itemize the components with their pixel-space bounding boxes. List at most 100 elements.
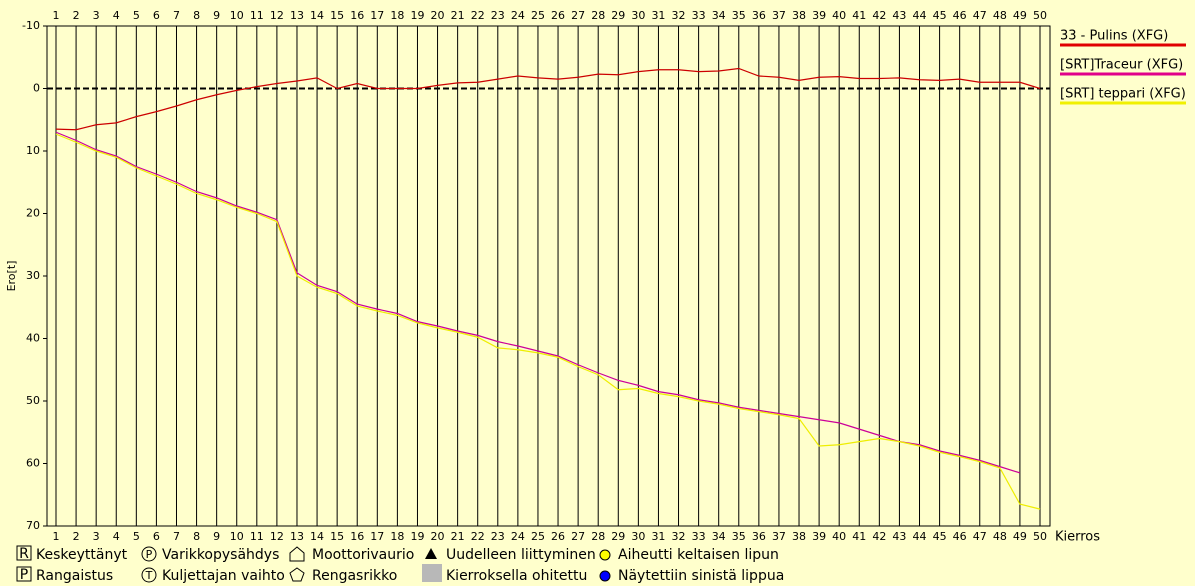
symbol-legend-label: Varikkopysähdys bbox=[162, 547, 279, 563]
y-tick-label: 20 bbox=[26, 207, 40, 220]
x-tick-label: 19 bbox=[410, 9, 424, 22]
x-tick-label: 34 bbox=[712, 9, 726, 22]
x-tick-label: 40 bbox=[832, 9, 846, 22]
y-tick-label: 60 bbox=[26, 457, 40, 470]
x-tick-label: 3 bbox=[93, 9, 100, 22]
x-tick-label: 13 bbox=[290, 9, 304, 22]
x-tick-label: 48 bbox=[993, 9, 1007, 22]
x-tick-label: 30 bbox=[631, 9, 645, 22]
x-tick-label: 33 bbox=[692, 530, 706, 543]
x-tick-label: 9 bbox=[213, 9, 220, 22]
x-tick-label: 43 bbox=[892, 9, 906, 22]
x-tick-label: 38 bbox=[792, 530, 806, 543]
x-tick-label: 16 bbox=[350, 9, 364, 22]
legend-label: [SRT] teppari (XFG) bbox=[1060, 87, 1186, 102]
x-tick-label: 5 bbox=[133, 9, 140, 22]
symbol-legend-label: Aiheutti keltaisen lipun bbox=[618, 547, 779, 563]
x-tick-label: 13 bbox=[290, 530, 304, 543]
x-tick-label: 27 bbox=[571, 9, 585, 22]
legend-label: [SRT]Traceur (XFG) bbox=[1060, 58, 1183, 73]
x-tick-label: 20 bbox=[431, 530, 445, 543]
x-tick-label: 35 bbox=[732, 9, 746, 22]
x-tick-label: 4 bbox=[113, 530, 120, 543]
x-tick-label: 37 bbox=[772, 9, 786, 22]
symbol-legend-label: Uudelleen liittyminen bbox=[446, 547, 596, 563]
svg-text:P: P bbox=[20, 567, 28, 583]
symbol-legend-label: Rengasrikko bbox=[312, 568, 397, 584]
x-tick-label: 8 bbox=[193, 9, 200, 22]
x-tick-label: 9 bbox=[213, 530, 220, 543]
x-tick-label: 20 bbox=[431, 9, 445, 22]
x-tick-label: 49 bbox=[1013, 9, 1027, 22]
x-tick-label: 31 bbox=[651, 9, 665, 22]
x-tick-label: 45 bbox=[933, 9, 947, 22]
x-tick-label: 2 bbox=[73, 9, 80, 22]
x-tick-label: 15 bbox=[330, 9, 344, 22]
symbol-icons: R P P T bbox=[16, 545, 611, 583]
symbol-legend-label: Rangaistus bbox=[36, 568, 113, 584]
x-tick-label: 36 bbox=[752, 9, 766, 22]
x-axis-label: Kierros bbox=[1055, 530, 1100, 545]
x-tick-label: 5 bbox=[133, 530, 140, 543]
x-tick-label: 42 bbox=[872, 9, 886, 22]
x-tick-label: 16 bbox=[350, 530, 364, 543]
x-tick-label: 14 bbox=[310, 530, 324, 543]
x-tick-label: 7 bbox=[173, 530, 180, 543]
x-tick-label: 42 bbox=[872, 530, 886, 543]
x-tick-label: 24 bbox=[511, 530, 525, 543]
y-tick-label: 70 bbox=[26, 519, 40, 532]
symbol-legend-label: Kuljettajan vaihto bbox=[162, 568, 285, 584]
x-tick-label: 19 bbox=[410, 530, 424, 543]
x-tick-label: 10 bbox=[230, 530, 244, 543]
x-tick-label: 17 bbox=[370, 9, 384, 22]
x-tick-label: 39 bbox=[812, 530, 826, 543]
x-tick-label: 29 bbox=[611, 530, 625, 543]
svg-text:T: T bbox=[145, 569, 153, 582]
x-tick-label: 26 bbox=[551, 9, 565, 22]
y-tick-label: 10 bbox=[26, 144, 40, 157]
x-tick-label: 28 bbox=[591, 9, 605, 22]
x-tick-label: 1 bbox=[53, 530, 60, 543]
x-tick-label: 12 bbox=[270, 530, 284, 543]
x-tick-label: 23 bbox=[491, 9, 505, 22]
x-tick-label: 29 bbox=[611, 9, 625, 22]
y-axis-label: Ero[t] bbox=[5, 261, 18, 292]
x-tick-label: 21 bbox=[451, 530, 465, 543]
x-tick-label: 39 bbox=[812, 9, 826, 22]
x-tick-label: 41 bbox=[852, 9, 866, 22]
legend-label: 33 - Pulins (XFG) bbox=[1060, 29, 1168, 44]
x-tick-label: 7 bbox=[173, 9, 180, 22]
x-tick-label: 6 bbox=[153, 530, 160, 543]
x-tick-label: 48 bbox=[993, 530, 1007, 543]
y-tick-label: 30 bbox=[26, 269, 40, 282]
x-tick-label: 50 bbox=[1033, 530, 1047, 543]
x-tick-label: 44 bbox=[913, 530, 927, 543]
x-tick-label: 18 bbox=[390, 9, 404, 22]
svg-text:R: R bbox=[19, 546, 29, 562]
x-tick-label: 23 bbox=[491, 530, 505, 543]
x-tick-label: 44 bbox=[913, 9, 927, 22]
x-tick-label: 32 bbox=[672, 9, 686, 22]
x-tick-label: 15 bbox=[330, 530, 344, 543]
x-tick-label: 24 bbox=[511, 9, 525, 22]
x-tick-label: 40 bbox=[832, 530, 846, 543]
x-tick-label: 1 bbox=[53, 9, 60, 22]
x-tick-label: 49 bbox=[1013, 530, 1027, 543]
series-line bbox=[55, 131, 1021, 474]
x-tick-label: 50 bbox=[1033, 9, 1047, 22]
x-tick-label: 37 bbox=[772, 530, 786, 543]
x-tick-label: 6 bbox=[153, 9, 160, 22]
x-tick-label: 35 bbox=[732, 530, 746, 543]
series-line bbox=[55, 67, 1041, 131]
x-tick-label: 38 bbox=[792, 9, 806, 22]
y-tick-label: 50 bbox=[26, 394, 40, 407]
symbol-legend-label: Moottorivaurio bbox=[312, 547, 414, 563]
x-tick-label: 26 bbox=[551, 530, 565, 543]
x-tick-label: 41 bbox=[852, 530, 866, 543]
y-tick-label: 40 bbox=[26, 332, 40, 345]
symbol-legend-label: Kierroksella ohitettu bbox=[446, 568, 587, 584]
x-tick-label: 8 bbox=[193, 530, 200, 543]
x-tick-label: 4 bbox=[113, 9, 120, 22]
